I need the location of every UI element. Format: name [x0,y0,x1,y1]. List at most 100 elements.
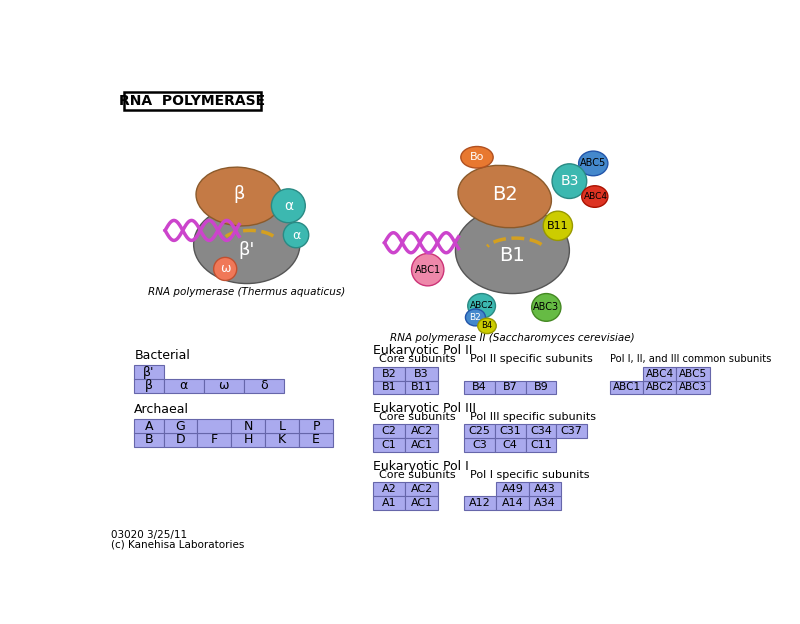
Bar [406,424,438,438]
Bar [529,496,561,510]
Text: B4: B4 [482,321,493,330]
Bar [494,438,526,452]
Text: α: α [284,199,293,213]
Ellipse shape [578,151,608,176]
Bar [198,419,231,433]
Bar [299,433,333,447]
Text: C1: C1 [382,441,397,451]
Bar [373,424,406,438]
Text: H: H [244,433,253,446]
Bar [373,496,406,510]
Text: Core subunits: Core subunits [379,354,456,364]
Bar [643,381,677,394]
Text: RNA  POLYMERASE: RNA POLYMERASE [119,94,265,108]
Ellipse shape [532,293,561,321]
Text: A12: A12 [469,498,491,508]
Bar [406,381,438,394]
Text: A2: A2 [382,484,397,494]
Ellipse shape [271,189,306,223]
Bar [406,367,438,381]
Text: B2: B2 [470,313,482,322]
Bar [464,424,494,438]
Bar [134,365,163,393]
Text: ABC4: ABC4 [584,192,608,201]
Bar [373,381,406,394]
Text: C31: C31 [499,426,521,436]
Bar [677,381,710,394]
Bar [496,496,529,510]
Text: β: β [145,379,153,392]
Ellipse shape [455,207,570,293]
Ellipse shape [194,205,300,283]
Ellipse shape [478,318,496,334]
Text: B2: B2 [382,369,397,379]
Text: ABC3: ABC3 [679,383,707,392]
Bar [643,367,677,381]
Text: B1: B1 [382,383,397,392]
Text: B11: B11 [410,383,432,392]
Bar [406,496,438,510]
Text: ω: ω [218,379,229,392]
Bar [299,419,333,433]
Text: β: β [234,185,245,203]
Bar [163,419,198,433]
Text: Pol III specific subunits: Pol III specific subunits [470,412,596,422]
Bar [163,379,204,393]
Text: AC2: AC2 [410,484,433,494]
Text: Eukaryotic Pol I: Eukaryotic Pol I [373,459,469,472]
Bar [163,433,198,447]
Bar [373,367,406,381]
Text: A49: A49 [502,484,523,494]
Bar [373,482,406,496]
Text: RNA polymerase II (Saccharomyces cerevisiae): RNA polymerase II (Saccharomyces cerevis… [390,333,634,343]
Text: ABC5: ABC5 [580,158,606,168]
Text: B3: B3 [560,174,578,188]
Text: ABC5: ABC5 [679,369,707,379]
Text: D: D [176,433,186,446]
Text: A14: A14 [502,498,523,508]
Text: B1: B1 [499,246,526,265]
Bar [134,419,163,447]
Bar [231,419,266,433]
Bar [496,482,529,496]
Text: Pol I specific subunits: Pol I specific subunits [470,469,590,479]
Text: C37: C37 [561,426,582,436]
Bar [406,482,438,496]
Text: B11: B11 [547,221,569,231]
Bar [529,482,561,496]
Text: Pol II specific subunits: Pol II specific subunits [470,354,593,364]
Text: C4: C4 [502,441,518,451]
Text: C34: C34 [530,426,552,436]
Text: AC1: AC1 [410,441,433,451]
Text: (c) Kanehisa Laboratories: (c) Kanehisa Laboratories [111,540,245,550]
Ellipse shape [543,211,573,240]
Text: C25: C25 [468,426,490,436]
Text: B2: B2 [492,185,518,203]
Text: α: α [179,379,188,392]
Text: B: B [145,433,154,446]
Ellipse shape [552,164,586,198]
Bar [464,496,496,510]
Text: Pol I, II, and III common subunits: Pol I, II, and III common subunits [610,354,771,364]
Text: C3: C3 [472,441,486,451]
Bar [494,381,526,394]
Bar [123,92,261,110]
Bar [266,433,299,447]
Text: 03020 3/25/11: 03020 3/25/11 [111,530,187,540]
Bar [526,438,556,452]
Bar [526,381,556,394]
Text: C2: C2 [382,426,397,436]
Text: A34: A34 [534,498,556,508]
Text: β': β' [143,366,154,379]
Text: C11: C11 [530,441,552,451]
Ellipse shape [458,165,551,228]
Bar [373,438,406,452]
Bar [198,433,231,447]
Text: A1: A1 [382,498,397,508]
Text: B9: B9 [534,383,548,392]
Text: B3: B3 [414,369,429,379]
Text: F: F [211,433,218,446]
Ellipse shape [214,257,237,280]
Text: ABC1: ABC1 [613,383,641,392]
Text: ω: ω [220,263,230,275]
